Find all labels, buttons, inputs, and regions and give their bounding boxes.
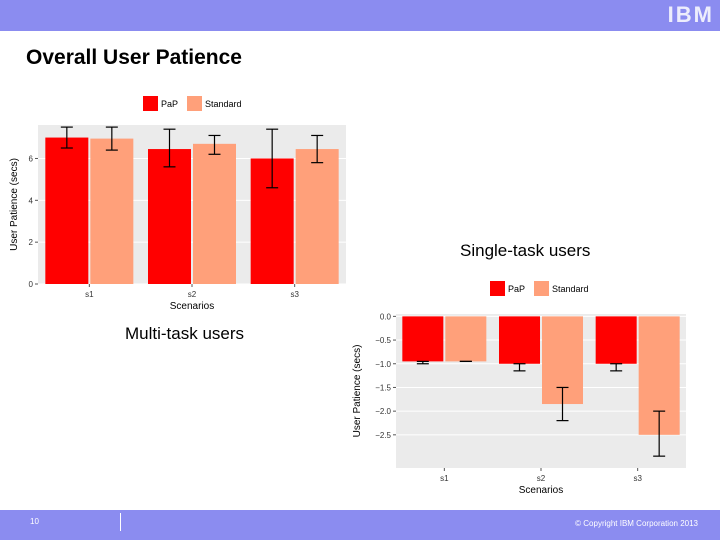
legend-label-pap: PaP xyxy=(161,99,178,109)
slide-title: Overall User Patience xyxy=(26,46,242,69)
legend-swatch-standard xyxy=(534,281,549,296)
x-axis-title: Scenarios xyxy=(519,485,563,496)
bar-pap xyxy=(499,316,540,364)
y-axis-title: User Patience (secs) xyxy=(9,158,20,251)
bar-standard xyxy=(445,316,487,362)
y-tick-label: 2 xyxy=(29,238,34,247)
footer-bar: 10 © Copyright IBM Corporation 2013 xyxy=(0,510,720,540)
legend-swatch-standard xyxy=(187,96,202,111)
bar-standard xyxy=(193,143,236,284)
x-axis-title: Scenarios xyxy=(170,301,214,312)
legend-swatch-pap xyxy=(143,96,158,111)
y-tick-label: −1.5 xyxy=(375,383,391,392)
x-tick-label: s1 xyxy=(85,290,94,299)
chart-single-task: PaP Standard 0.0 −0.5 −1.0 −1.5 −2.0 −2.5 s1 s2 s3… xyxy=(352,281,686,496)
bar-pap xyxy=(402,316,444,362)
x-tick-label: s2 xyxy=(537,474,546,483)
y-tick-label: 0 xyxy=(29,280,34,289)
header-bar: IBM xyxy=(0,0,720,31)
plot-panel xyxy=(38,125,346,284)
y-tick-label: −2.0 xyxy=(375,407,391,416)
bar-pap xyxy=(45,137,89,284)
bar-standard xyxy=(295,149,339,284)
single-task-label: Single-task users xyxy=(460,241,591,260)
footer-divider xyxy=(120,513,121,531)
bar-standard xyxy=(90,138,134,284)
legend-label-standard: Standard xyxy=(205,99,242,109)
x-tick-label: s2 xyxy=(188,290,197,299)
x-tick-label: s1 xyxy=(440,474,449,483)
x-tick-label: s3 xyxy=(633,474,642,483)
legend-label-standard: Standard xyxy=(552,284,589,294)
y-tick-label: 4 xyxy=(29,196,34,205)
ibm-logo: IBM xyxy=(667,2,714,27)
chart-overall: PaP Standard 0 2 4 6 s1 s2 s3 Scenarios User Patie… xyxy=(9,96,346,312)
y-tick-label: 0.0 xyxy=(380,312,392,321)
y-tick-label: −0.5 xyxy=(375,336,391,345)
y-tick-label: −1.0 xyxy=(375,360,391,369)
legend-swatch-pap xyxy=(490,281,505,296)
y-tick-label: 6 xyxy=(29,154,34,163)
y-axis-title: User Patience (secs) xyxy=(352,345,363,438)
bar-pap xyxy=(148,149,191,284)
bar-pap xyxy=(595,316,637,364)
y-tick-label: −2.5 xyxy=(375,431,391,440)
legend-label-pap: PaP xyxy=(508,284,525,294)
copyright-text: © Copyright IBM Corporation 2013 xyxy=(575,519,698,528)
page-number: 10 xyxy=(30,517,39,526)
x-tick-label: s3 xyxy=(290,290,299,299)
multi-task-label: Multi-task users xyxy=(125,324,245,343)
